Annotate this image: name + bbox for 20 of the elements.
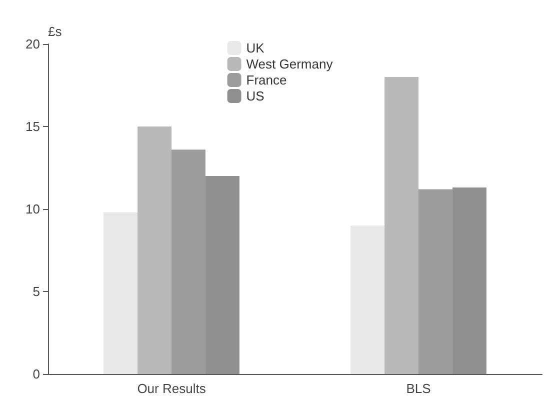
bar (452, 188, 486, 374)
bar (384, 77, 418, 374)
y-tick-label: 20 (26, 36, 40, 52)
bar (350, 226, 385, 374)
y-tick-label: 15 (26, 119, 40, 134)
y-tick-label: 10 (26, 202, 40, 216)
legend-label: UK (246, 40, 265, 56)
legend-label: France (246, 72, 287, 88)
x-tick-label: BLS (406, 381, 432, 396)
bar (172, 150, 206, 374)
y-tick-label: 0 (32, 366, 40, 382)
bar (205, 176, 240, 374)
legend-label: West Germany (246, 56, 334, 72)
x-tick-label: Our Results (137, 381, 206, 396)
y-tick-label: 5 (32, 284, 40, 299)
legend-label: US (246, 88, 265, 104)
y-axis-title: £s (48, 24, 62, 39)
bar (418, 189, 452, 374)
bar (104, 212, 138, 374)
bar (138, 126, 172, 374)
